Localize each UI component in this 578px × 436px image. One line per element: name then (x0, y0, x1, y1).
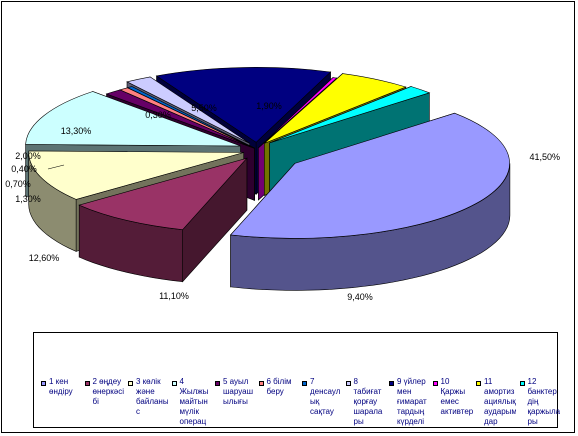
legend-label-4: 4 Жылжымайтын мүлік операц (179, 377, 209, 426)
data-label-6: 0,70% (5, 179, 31, 189)
legend-label-5: 5 ауыл шаруашылығы (223, 377, 254, 406)
legend-item-11: 11 амортизациялық аударымдар (476, 377, 516, 427)
legend-label-6: 6 білім беру (266, 377, 292, 396)
pie-slice-9 (155, 67, 332, 143)
pie-slice-3 (28, 150, 244, 200)
legend-label-9: 9 үйлер мен ғимараттардың күрделі жөндеу (397, 377, 427, 426)
legend-swatch-7 (302, 381, 307, 386)
legend-label-8: 8 табиғат қорғау шаралары (353, 377, 383, 426)
legend-item-12: 12 банктердің қаржылары (519, 377, 560, 427)
legend-item-9: 9 үйлер мен ғимараттардың күрделі жөндеу (389, 377, 429, 427)
legend-item-2: 2 өңдеу өнеркәсібі (84, 377, 125, 427)
pie-slice-10 (258, 77, 338, 149)
legend-swatch-3 (128, 381, 133, 386)
data-labels: 41,50% 9,40% 11,10% 12,60% 1,30% 0,70% 0,40% 2,… (5, 101, 560, 302)
legend-swatch-2 (84, 381, 90, 386)
legend-item-6: 6 білім беру (258, 377, 299, 427)
legend-item-4: 4 Жылжымайтын мүлік операц (171, 377, 212, 427)
legend-item-10: 10 Қаржы емес активтер (432, 377, 473, 427)
legend-swatch-9 (389, 381, 394, 386)
data-label-7: 0,40% (11, 164, 37, 174)
data-label-3: 11,10% (159, 291, 189, 301)
legend-label-2: 2 өңдеу өнеркәсібі (92, 377, 125, 406)
legend-swatch-8 (345, 381, 351, 386)
data-label-8: 2,00% (15, 151, 41, 161)
data-label-5: 1,30% (15, 194, 41, 204)
legend-item-8: 8 табиғат қорғау шаралары (345, 377, 386, 427)
legend-item-3: 3 көлік және байланыс (128, 377, 168, 427)
legend-label-12: 12 банктердің қаржылары (527, 377, 560, 426)
pie-slice-4 (25, 91, 241, 147)
legend-item-7: 7 денсаулық сақтау (302, 377, 342, 427)
pie-slice-11 (264, 73, 407, 144)
data-label-2: 9,40% (347, 292, 373, 302)
pie-slice-7 (126, 86, 255, 149)
pie-slice-8 (126, 76, 250, 144)
legend-swatch-4 (171, 381, 177, 386)
legend-label-10: 10 Қаржы емес активтер (440, 377, 473, 416)
legend-label-7: 7 денсаулық сақтау (310, 377, 341, 416)
data-label-4: 12,60% (29, 253, 60, 263)
pie-slice-2 (78, 157, 248, 231)
data-label-10: 0,30% (145, 110, 171, 120)
pie-slice-12 (269, 86, 431, 144)
data-label-1: 41,50% (529, 152, 560, 162)
data-label-12: 1,90% (256, 101, 282, 111)
legend-label-3: 3 көлік және байланыс (136, 377, 168, 416)
leader-line (47, 164, 65, 170)
legend-swatch-6 (258, 381, 264, 386)
legend-label-11: 11 амортизациялық аударымдар (484, 377, 516, 426)
data-label-9: 13,30% (61, 126, 92, 136)
data-label-11: 5,50% (191, 103, 217, 113)
legend-item-1: 1 кен өндіру (41, 377, 81, 427)
pie-slice-1 (229, 112, 510, 239)
pie-tops (25, 67, 510, 239)
legend-swatch-12 (519, 381, 525, 386)
legend-swatch-5 (215, 381, 220, 386)
legend-swatch-11 (476, 381, 481, 386)
legend-swatch-1 (41, 381, 46, 386)
legend-swatch-10 (432, 381, 438, 386)
legend: 1 кен өндіру 2 өңдеу өнеркәсібі 3 көлік жә… (33, 332, 560, 428)
legend-label-1: 1 кен өндіру (49, 377, 73, 396)
pie-chart: 41,50% 9,40% 11,10% 12,60% 1,30% 0,70% 0,40% 2,… (5, 67, 560, 302)
legend-item-5: 5 ауыл шаруашылығы (215, 377, 255, 427)
